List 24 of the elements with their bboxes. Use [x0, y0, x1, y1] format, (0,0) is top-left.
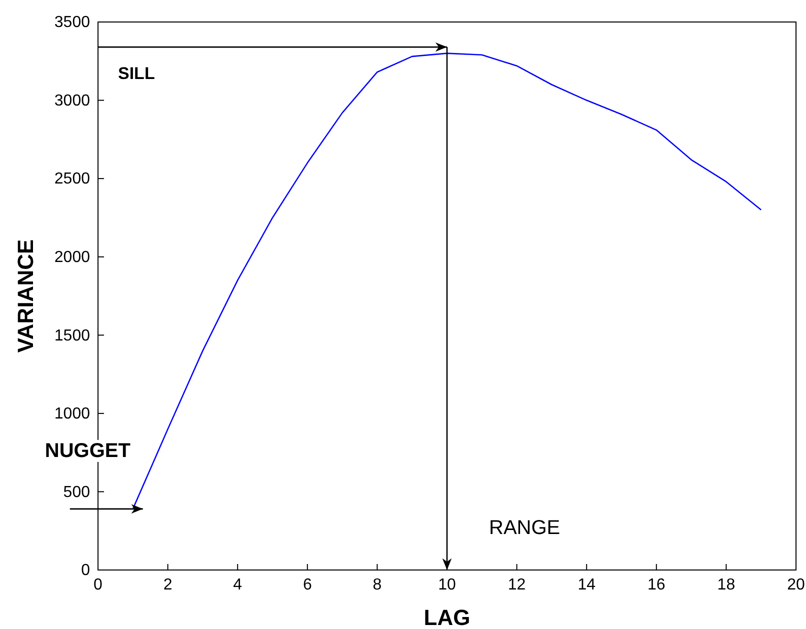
ref-line-label: SILL [118, 64, 155, 84]
y-tick-label: 3000 [54, 92, 90, 110]
y-tick-label: 1000 [54, 406, 90, 423]
y-tick-label: 2000 [54, 248, 90, 266]
y-tick-label: 2500 [54, 170, 90, 188]
x-tick-label: 12 [508, 576, 526, 594]
y-tick-label: 500 [63, 484, 90, 501]
x-tick-label: 10 [438, 576, 456, 594]
x-tick-label: 0 [94, 576, 103, 594]
y-axis-title: VARIANCE [13, 239, 38, 353]
x-tick-label: 4 [233, 576, 242, 594]
y-tick-label: 1500 [54, 327, 90, 344]
x-tick-label: 18 [717, 576, 736, 594]
x-tick-label: 2 [163, 576, 172, 594]
annotation: NUGGET [44, 440, 130, 462]
x-tick-label: 16 [648, 576, 666, 594]
x-tick-label: 20 [787, 576, 805, 594]
x-tick-label: 6 [302, 576, 312, 594]
x-tick-label: 8 [372, 576, 382, 594]
x-tick-label: 14 [578, 576, 596, 594]
x-axis-title: LAG [424, 605, 470, 629]
y-tick-label: 0 [81, 562, 90, 580]
ref-line-label: RANGE [489, 517, 560, 539]
y-tick-label: 3500 [54, 14, 90, 32]
